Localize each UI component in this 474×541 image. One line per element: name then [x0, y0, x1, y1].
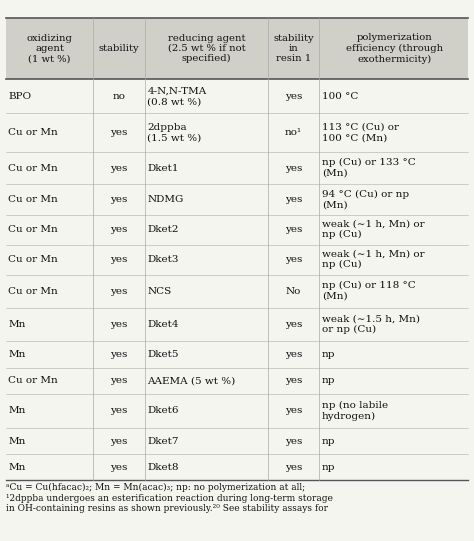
- Text: No: No: [286, 287, 301, 295]
- Text: Cu or Mn: Cu or Mn: [9, 128, 58, 137]
- Text: yes: yes: [110, 225, 128, 234]
- Text: ᵃCu = Cu(hfacac)₂; Mn = Mn(acac)₃; np: no polymerization at all;
¹2dppba undergo: ᵃCu = Cu(hfacac)₂; Mn = Mn(acac)₃; np: n…: [6, 483, 333, 513]
- Text: no: no: [113, 92, 126, 101]
- Text: yes: yes: [110, 437, 128, 446]
- Text: yes: yes: [285, 406, 302, 415]
- Text: yes: yes: [110, 320, 128, 329]
- Text: np (Cu) or 118 °C
(Mn): np (Cu) or 118 °C (Mn): [322, 281, 416, 301]
- Text: BPO: BPO: [9, 92, 32, 101]
- Text: Cu or Mn: Cu or Mn: [9, 287, 58, 295]
- Text: np (no labile
hydrogen): np (no labile hydrogen): [322, 401, 388, 421]
- Text: weak (∼1 h, Mn) or
np (Cu): weak (∼1 h, Mn) or np (Cu): [322, 250, 424, 269]
- Text: yes: yes: [285, 255, 302, 264]
- Text: yes: yes: [110, 377, 128, 385]
- Text: np: np: [322, 463, 335, 472]
- Text: Dket5: Dket5: [147, 350, 179, 359]
- Text: yes: yes: [285, 92, 302, 101]
- Text: Mn: Mn: [9, 350, 26, 359]
- Text: yes: yes: [285, 320, 302, 329]
- Text: np: np: [322, 437, 335, 446]
- Text: Dket3: Dket3: [147, 255, 179, 264]
- Text: yes: yes: [110, 350, 128, 359]
- Text: yes: yes: [285, 225, 302, 234]
- Text: oxidizing
agent
(1 wt %): oxidizing agent (1 wt %): [27, 34, 73, 63]
- Text: yes: yes: [110, 163, 128, 173]
- Text: 113 °C (Cu) or
100 °C (Mn): 113 °C (Cu) or 100 °C (Mn): [322, 123, 399, 142]
- Text: Dket8: Dket8: [147, 463, 179, 472]
- Text: Cu or Mn: Cu or Mn: [9, 377, 58, 385]
- Text: Mn: Mn: [9, 463, 26, 472]
- Text: AAEMA (5 wt %): AAEMA (5 wt %): [147, 377, 236, 385]
- Text: Mn: Mn: [9, 437, 26, 446]
- Text: yes: yes: [285, 463, 302, 472]
- Text: 100 °C: 100 °C: [322, 92, 358, 101]
- Text: stability: stability: [99, 44, 139, 53]
- Text: yes: yes: [110, 195, 128, 204]
- Text: stability
in
resin 1: stability in resin 1: [273, 34, 314, 63]
- Text: yes: yes: [110, 406, 128, 415]
- Text: Dket1: Dket1: [147, 163, 179, 173]
- Text: np: np: [322, 377, 335, 385]
- Text: yes: yes: [110, 463, 128, 472]
- Text: yes: yes: [110, 287, 128, 295]
- Text: yes: yes: [285, 437, 302, 446]
- Text: yes: yes: [110, 128, 128, 137]
- Text: NCS: NCS: [147, 287, 172, 295]
- Text: Cu or Mn: Cu or Mn: [9, 195, 58, 204]
- Text: 4-N,N-TMA
(0.8 wt %): 4-N,N-TMA (0.8 wt %): [147, 87, 207, 106]
- Text: yes: yes: [285, 377, 302, 385]
- Bar: [6, 17, 468, 80]
- Text: Cu or Mn: Cu or Mn: [9, 255, 58, 264]
- Text: yes: yes: [285, 195, 302, 204]
- Text: 2dppba
(1.5 wt %): 2dppba (1.5 wt %): [147, 123, 202, 142]
- Text: Mn: Mn: [9, 406, 26, 415]
- Text: Cu or Mn: Cu or Mn: [9, 163, 58, 173]
- Text: Dket6: Dket6: [147, 406, 179, 415]
- Text: np (Cu) or 133 °C
(Mn): np (Cu) or 133 °C (Mn): [322, 159, 416, 178]
- Text: yes: yes: [285, 350, 302, 359]
- Text: yes: yes: [110, 255, 128, 264]
- Text: Cu or Mn: Cu or Mn: [9, 225, 58, 234]
- Text: weak (∼1 h, Mn) or
np (Cu): weak (∼1 h, Mn) or np (Cu): [322, 220, 424, 239]
- Text: Dket2: Dket2: [147, 225, 179, 234]
- Text: Dket4: Dket4: [147, 320, 179, 329]
- Text: NDMG: NDMG: [147, 195, 184, 204]
- Text: reducing agent
(2.5 wt % if not
specified): reducing agent (2.5 wt % if not specifie…: [167, 34, 245, 63]
- Text: yes: yes: [285, 163, 302, 173]
- Text: Mn: Mn: [9, 320, 26, 329]
- Text: 94 °C (Cu) or np
(Mn): 94 °C (Cu) or np (Mn): [322, 190, 409, 209]
- Text: Dket7: Dket7: [147, 437, 179, 446]
- Text: no¹: no¹: [285, 128, 302, 137]
- Text: weak (∼1.5 h, Mn)
or np (Cu): weak (∼1.5 h, Mn) or np (Cu): [322, 315, 420, 334]
- Text: np: np: [322, 350, 335, 359]
- Text: polymerization
efficiency (through
exothermicity): polymerization efficiency (through exoth…: [346, 34, 443, 63]
